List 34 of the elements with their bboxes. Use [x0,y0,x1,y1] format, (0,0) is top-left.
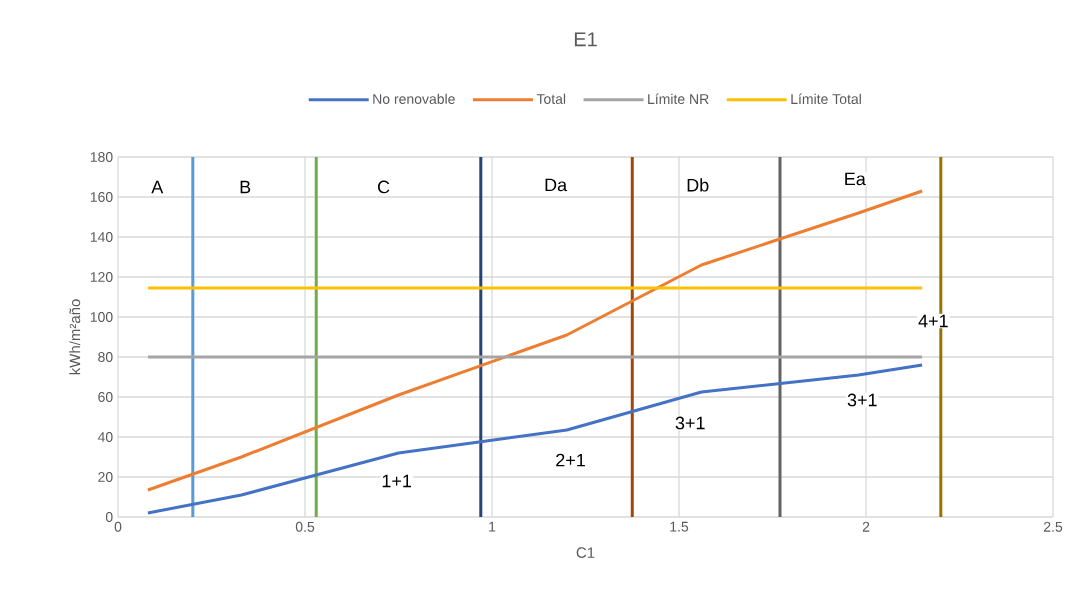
annotation: A [151,180,164,194]
y-tick-label: 40 [97,432,113,442]
x-tick-label: 2 [862,521,870,532]
annotation: B [240,180,251,194]
chart-title: E1 [574,32,597,47]
annotation: Ea [845,172,866,186]
y-tick-label: 120 [90,272,113,282]
x-tick-label: 2.5 [1043,521,1063,532]
y-tick-label: 180 [90,152,113,162]
x-tick-label: 1.5 [670,521,689,532]
y-tick-label: 100 [90,312,113,322]
y-axis-title: kWh/m²año [69,299,81,375]
x-tick-label: 0 [114,521,122,532]
annotation: 4+1 [918,314,948,328]
annotation: Da [545,178,568,192]
legend-label: Total [536,93,566,104]
x-axis-title: C1 [576,547,595,558]
y-tick-label: 80 [98,352,113,362]
annotation: 2+1 [556,453,585,467]
y-tick-label: 20 [98,472,113,482]
y-tick-label: 140 [90,232,113,242]
legend-label: Límite Total [791,93,861,105]
annotation: 3+1 [675,416,705,430]
annotation: 3+1 [847,393,877,407]
x-tick-label: 1 [489,521,496,532]
annotation: Db [687,178,709,192]
x-tick-label: 0.5 [295,521,315,532]
legend-label: Límite NR [648,93,709,105]
annotation: C [377,180,390,194]
y-tick-label: 160 [90,192,113,202]
annotation: 1+1 [382,474,412,488]
y-tick-label: 0 [105,512,113,522]
legend-label: No renovable [373,93,455,104]
y-tick-label: 60 [98,392,113,402]
